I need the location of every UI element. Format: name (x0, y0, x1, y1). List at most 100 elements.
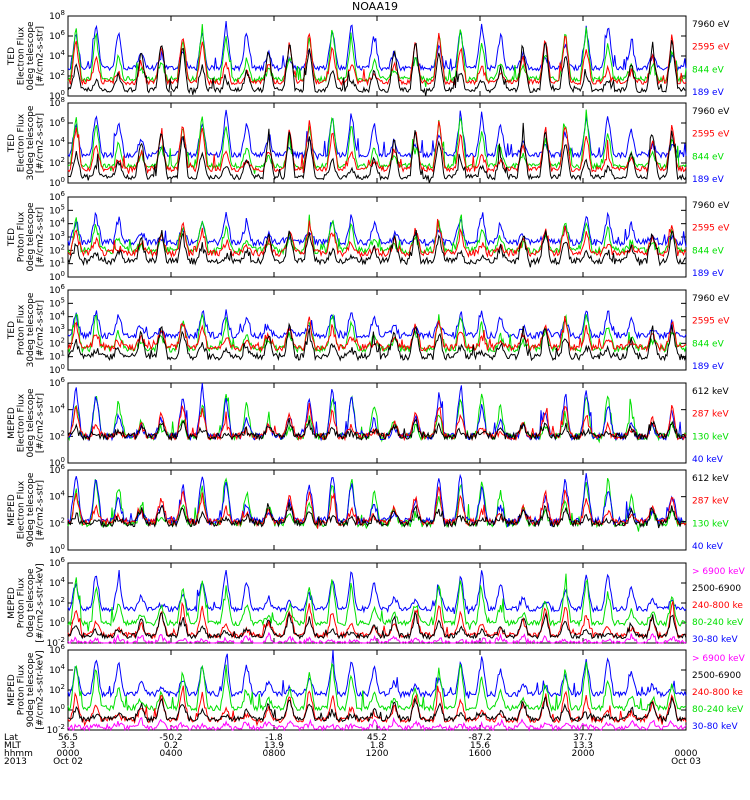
legend-entry: 7960 eV (692, 201, 730, 211)
y-axis-label: Electron Flux (17, 480, 27, 539)
legend-entry: 2595 eV (692, 317, 730, 327)
y-axis-label: Electron Flux (17, 113, 27, 172)
x-tick-label: 1200 (366, 749, 389, 759)
series-line-blue (67, 649, 687, 699)
y-tick-label: 102 (49, 69, 65, 82)
series-line-red (67, 685, 687, 727)
y-axis-label: TED (7, 134, 17, 153)
y-tick-label: 104 (49, 136, 65, 149)
legend-entry: 2595 eV (692, 43, 730, 53)
y-axis-label: 90deg telescope (26, 652, 36, 727)
y-axis-label: 30deg telescope (26, 292, 36, 367)
y-axis-label: [#/cm2-s-str] (36, 26, 46, 86)
series-line-black (67, 696, 687, 724)
panel-frame-6 (67, 562, 687, 644)
series-line-green (67, 24, 687, 87)
series-line-green (67, 214, 687, 256)
legend-entry: 40 keV (692, 455, 724, 465)
y-axis-label: TED (7, 47, 17, 66)
legend-entry: 844 eV (692, 65, 725, 75)
legend-entry: 30-80 keV (692, 722, 738, 732)
series-line-black (67, 229, 687, 268)
footer-mlt-value: 1.8 (370, 741, 385, 751)
footer-row-label: Lat (4, 733, 19, 743)
series-line-black (67, 122, 687, 184)
series-line-black (67, 40, 687, 97)
series-line-magenta (67, 716, 687, 732)
y-tick-label: 102 (49, 683, 65, 696)
y-axis-label: 90deg telescope (26, 472, 36, 547)
y-tick-label: 103 (49, 230, 65, 243)
legend-entry: 189 eV (692, 269, 725, 279)
y-tick-label: 104 (49, 663, 65, 676)
footer-lat-value: -1.8 (265, 733, 283, 743)
footer-lat-value: -50.2 (159, 733, 182, 743)
y-tick-label: 102 (49, 336, 65, 349)
y-axis-label: [#/cm2-s-str-keV] (36, 650, 46, 729)
series-line-black (67, 502, 687, 529)
footer-lat-value: 37.7 (573, 733, 593, 743)
y-tick-label: 106 (49, 283, 65, 296)
y-axis-label: MEPED (7, 674, 17, 706)
y-axis-label: Proton Flux (17, 211, 27, 262)
y-axis-label: 30deg telescope (26, 105, 36, 180)
y-axis-label: MEPED (7, 494, 17, 526)
y-tick-label: 100 (49, 543, 65, 556)
y-axis-label: [#/cm2-s-str] (36, 393, 46, 453)
y-tick-label: 105 (49, 296, 65, 309)
legend-entry: 2500-6900 (692, 584, 741, 594)
footer-row-label: 2013 (4, 757, 27, 767)
legend-entry: 612 keV (692, 387, 729, 397)
y-tick-label: 100 (49, 270, 65, 283)
x-tick-label: 0000 (675, 749, 698, 759)
y-axis-label: [#/cm2-s-str] (36, 480, 46, 540)
footer-lat-value: -87.2 (468, 733, 491, 743)
legend-entry: 7960 eV (692, 294, 730, 304)
legend-entry: 844 eV (692, 152, 725, 162)
y-tick-label: 102 (49, 596, 65, 609)
footer-mlt-value: 15.6 (470, 741, 490, 751)
y-tick-label: 106 (49, 376, 65, 389)
y-tick-label: 104 (49, 310, 65, 323)
legend-entry: > 6900 keV (692, 567, 746, 577)
footer-mlt-value: 3.3 (61, 741, 75, 751)
legend-entry: 130 keV (692, 432, 729, 442)
y-axis-label: Proton Flux (17, 304, 27, 355)
series-line-green (67, 109, 687, 174)
y-tick-label: 106 (49, 29, 65, 42)
y-tick-label: 106 (49, 556, 65, 569)
y-axis-label: [#/cm2-s-str] (36, 207, 46, 267)
series-line-red (67, 601, 687, 640)
x-tick-label: 0400 (160, 749, 183, 759)
y-tick-label: 100 (49, 616, 65, 629)
x-tick-label: 2000 (572, 749, 595, 759)
y-tick-label: 103 (49, 323, 65, 336)
y-tick-label: 102 (49, 156, 65, 169)
y-tick-label: 104 (49, 49, 65, 62)
y-tick-label: 104 (49, 217, 65, 230)
y-axis-label: 0deg telescope (26, 388, 36, 458)
x-date-label: Oct 02 (53, 757, 83, 767)
y-tick-label: 101 (49, 350, 65, 363)
series-line-red (67, 486, 687, 529)
footer-mlt-value: 0.2 (164, 741, 178, 751)
footer-mlt-value: 13.3 (573, 741, 593, 751)
legend-entry: 80-240 keV (692, 618, 744, 628)
legend-entry: 30-80 keV (692, 635, 738, 645)
y-tick-label: 100 (49, 176, 65, 189)
y-tick-label: 104 (49, 403, 65, 416)
series-line-red (67, 218, 687, 259)
footer-mlt-value: 13.9 (264, 741, 284, 751)
series-line-black (67, 611, 687, 641)
y-axis-label: TED (7, 228, 17, 247)
y-axis-label: [#/cm2-s-str] (36, 300, 46, 360)
legend-entry: 844 eV (692, 246, 725, 256)
series-line-black (67, 417, 687, 442)
y-tick-label: 102 (49, 516, 65, 529)
x-tick-label: 0000 (57, 749, 80, 759)
y-tick-label: 105 (49, 203, 65, 216)
y-tick-label: 101 (49, 257, 65, 270)
legend-entry: 40 keV (692, 542, 724, 552)
legend-entry: 612 keV (692, 474, 729, 484)
legend-entry: 189 eV (692, 175, 725, 185)
